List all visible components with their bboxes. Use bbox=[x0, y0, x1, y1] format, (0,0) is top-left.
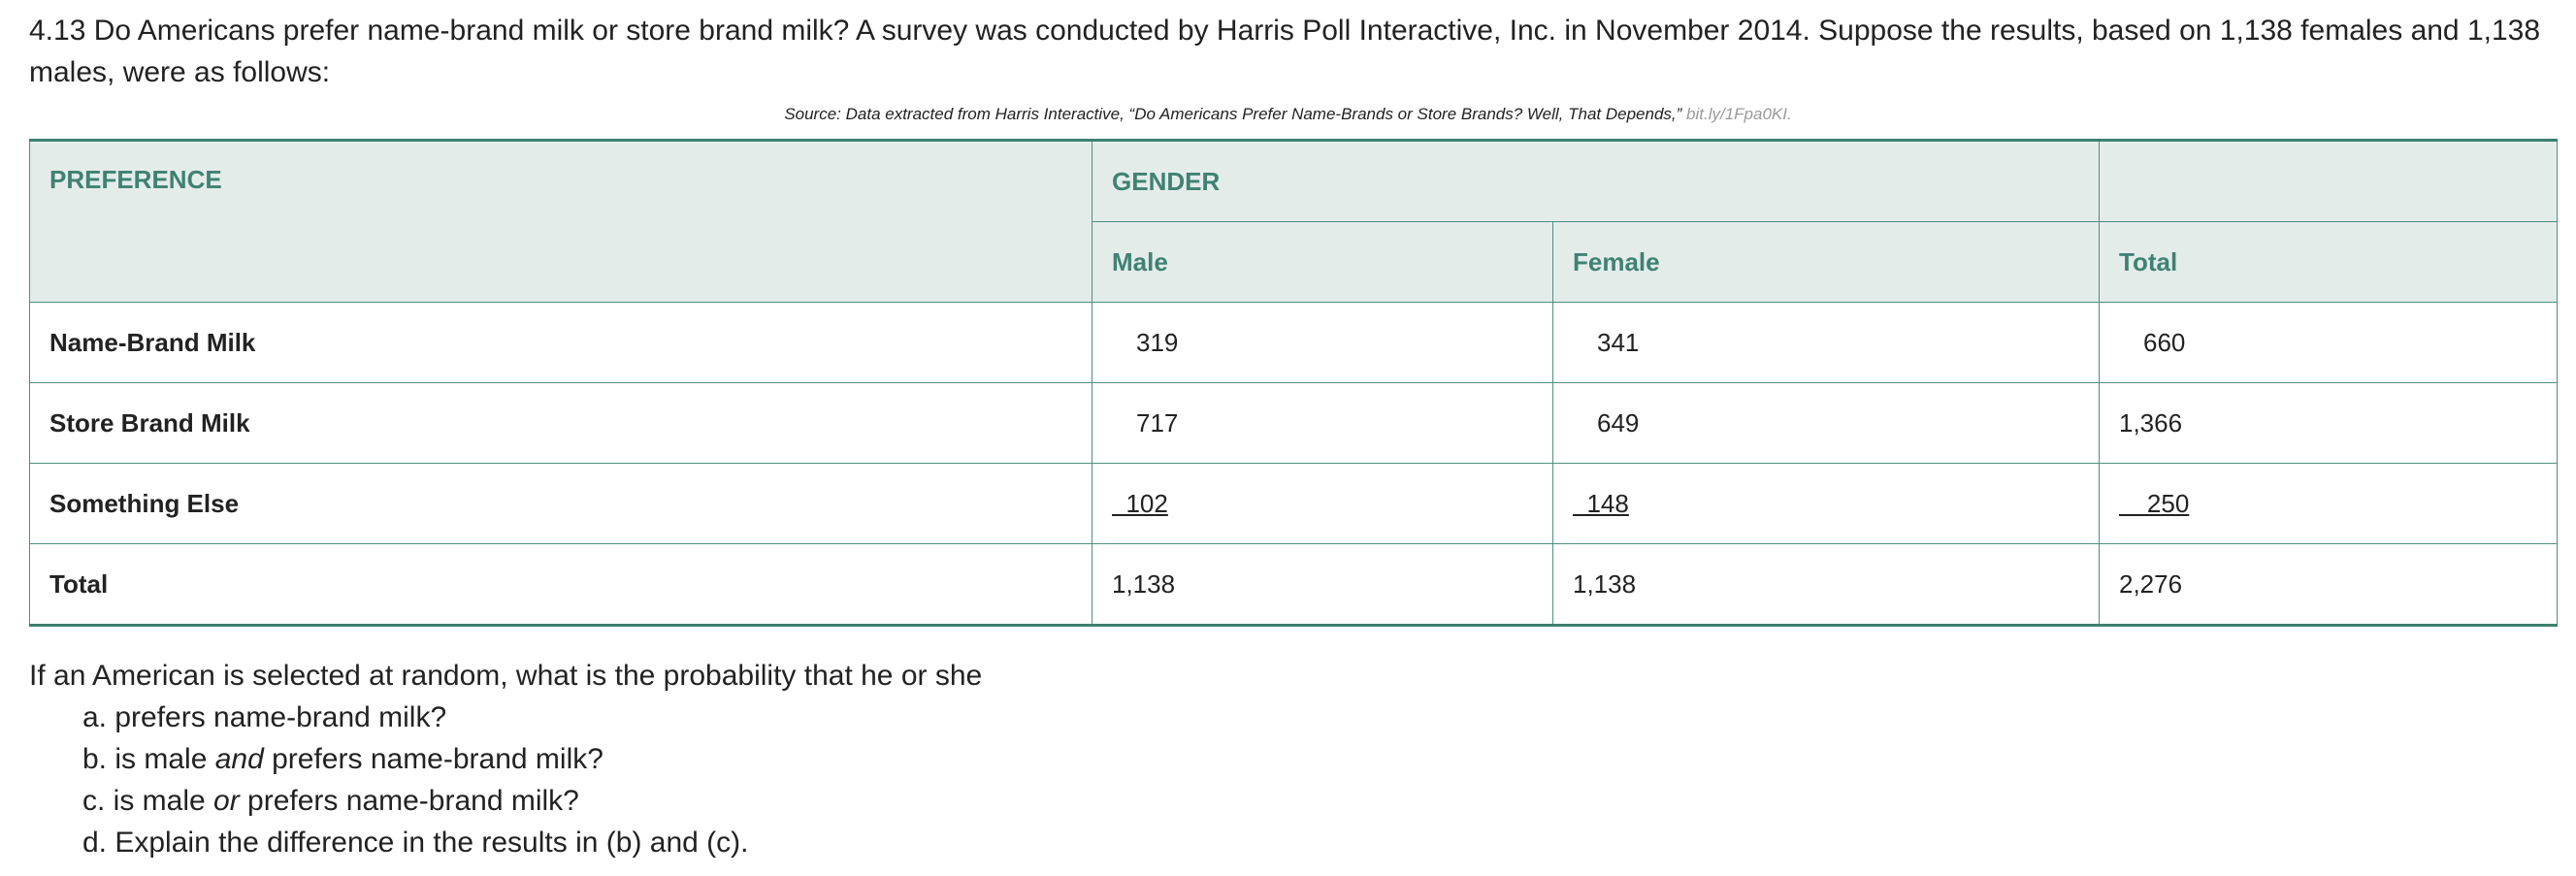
header-preference: PREFERENCE bbox=[29, 139, 1092, 303]
row-label: Total bbox=[29, 543, 1092, 627]
table-row: Something Else 102 148 250 bbox=[29, 463, 2558, 544]
cell-male: 1,138 bbox=[1092, 543, 1553, 627]
table-row: Store Brand Milk 717 649 1,366 bbox=[29, 382, 2558, 464]
cell-total: 250 bbox=[2119, 488, 2190, 518]
header-male: Male bbox=[1092, 221, 1553, 303]
cell-male: 717 bbox=[1092, 382, 1553, 464]
part-a: a. prefers name-brand milk? bbox=[82, 701, 447, 733]
cell-female: 649 bbox=[1552, 382, 2100, 464]
part-d: d. Explain the difference in the results… bbox=[82, 827, 749, 859]
header-blank bbox=[2099, 139, 2558, 222]
question-stem: If an American is selected at random, wh… bbox=[29, 660, 983, 692]
question-parts: a. prefers name-brand milk? b. is male a… bbox=[82, 697, 748, 863]
cell-female: 148 bbox=[1573, 488, 1629, 518]
problem-statement: 4.13 Do Americans prefer name-brand milk… bbox=[29, 15, 2541, 88]
part-c: c. is male or prefers name-brand milk? bbox=[82, 785, 579, 817]
cell-total: 1,366 bbox=[2099, 382, 2558, 464]
table-row: Total 1,138 1,138 2,276 bbox=[29, 543, 2558, 627]
cell-total: 2,276 bbox=[2099, 543, 2558, 627]
milk-preference-table: PREFERENCE GENDER Male Female Total Name… bbox=[29, 139, 2558, 627]
header-gender: GENDER bbox=[1092, 139, 2100, 222]
header-total: Total bbox=[2099, 221, 2558, 303]
cell-female: 341 bbox=[1552, 302, 2100, 383]
cell-male: 319 bbox=[1092, 302, 1553, 383]
row-label: Name-Brand Milk bbox=[29, 302, 1092, 383]
cell-total: 660 bbox=[2099, 302, 2558, 383]
row-label: Store Brand Milk bbox=[29, 382, 1092, 464]
source-text: Source: Data extracted from Harris Inter… bbox=[784, 105, 1682, 123]
cell-male: 102 bbox=[1112, 488, 1168, 518]
source-citation: Source: Data extracted from Harris Inter… bbox=[0, 105, 2576, 124]
source-link[interactable]: bit.ly/1Fpa0KI. bbox=[1686, 105, 1792, 123]
table-row: Name-Brand Milk 319 341 660 bbox=[29, 302, 2558, 383]
row-label: Something Else bbox=[29, 463, 1092, 544]
header-female: Female bbox=[1552, 221, 2100, 303]
part-b: b. is male and prefers name-brand milk? bbox=[82, 743, 603, 775]
cell-female: 1,138 bbox=[1552, 543, 2100, 627]
